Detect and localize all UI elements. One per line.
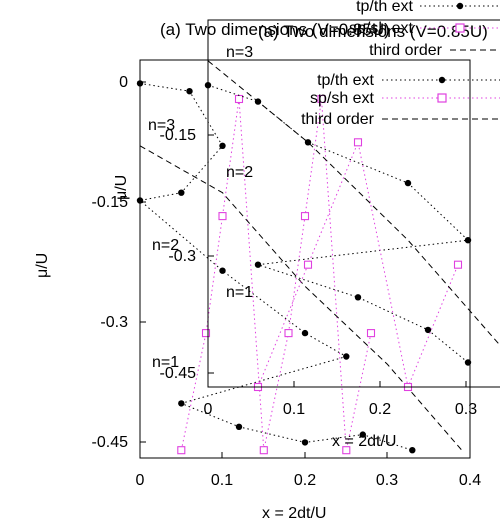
chart-a-legend-label-spsh: sp/sh ext <box>349 20 414 37</box>
chart-b-label-n3: n=3 <box>148 117 175 134</box>
data-point <box>201 329 211 338</box>
chart-b-legend-label-third: third order <box>301 111 375 128</box>
data-point <box>177 446 186 455</box>
data-point <box>219 267 226 274</box>
chart-a-label-n1: n=1 <box>226 284 253 301</box>
x-tick-label: 0.2 <box>369 401 391 418</box>
chart-a-title: (a) Two dimensions (V=0.85U) <box>258 22 488 41</box>
data-point <box>186 88 193 95</box>
data-point <box>354 294 362 301</box>
x-tick-label: 0.3 <box>455 401 477 418</box>
data-point <box>234 94 244 104</box>
data-point <box>424 326 432 334</box>
y-tick-label: -0.45 <box>92 434 129 451</box>
chart-b-y-axis-label: μ/U <box>113 175 130 200</box>
chart-b-label-n1: n=1 <box>152 354 179 371</box>
data-point <box>353 138 363 147</box>
data-point <box>359 431 366 438</box>
data-point <box>453 260 463 269</box>
x-tick-label: 0.2 <box>294 472 316 489</box>
chart-a-label-n2: n=2 <box>226 164 253 181</box>
data-point <box>284 329 293 338</box>
chart-b-title: (a) Two dimensions (V=0.85U) <box>160 20 390 39</box>
data-point <box>219 142 226 149</box>
x-tick-label: 0.4 <box>459 472 481 489</box>
data-point <box>178 400 185 407</box>
series-line-2 <box>207 60 500 347</box>
chart-b-ticks: 0 0.1 0.2 0.3 -0.15 -0.3 -0.45 <box>160 127 478 418</box>
chart-b-legend: tp/th ext sp/sh ext third order <box>301 72 500 128</box>
data-point <box>409 447 416 454</box>
chart-a-legend: tp/th ext sp/sh ext third order <box>349 0 500 59</box>
chart-a-y-axis-label: μ/U <box>34 253 51 278</box>
chart-a-legend-label-tpth: tp/th ext <box>356 0 413 15</box>
data-point <box>342 446 351 455</box>
x-tick-label: 0.1 <box>283 401 305 418</box>
data-point <box>178 189 185 196</box>
data-point <box>464 237 472 244</box>
series-line-1 <box>257 140 459 389</box>
y-tick-label: -0.45 <box>160 365 197 382</box>
series-line-0 <box>207 84 470 363</box>
chart-b-label-n2: n=2 <box>152 237 179 254</box>
data-point <box>254 261 262 268</box>
x-tick-label: 0 <box>204 401 213 418</box>
chart-b-legend-label-tpth: tp/th ext <box>317 72 374 89</box>
chart-a-legend-marker-tpth <box>456 2 464 10</box>
chart-a: 0 0.1 0.2 0.3 0.4 0 -0.15 -0.3 -0.45 (a) Two dim… <box>34 0 500 522</box>
chart-a-curves <box>136 80 463 455</box>
data-point <box>218 212 227 221</box>
chart-b-legend-marker-spsh <box>437 93 447 103</box>
x-tick-label: 0 <box>136 472 145 489</box>
chart-a-legend-label-third: third order <box>369 42 443 59</box>
chart-b-x-axis-label: x = 2dt/U <box>332 433 396 450</box>
data-point <box>300 212 310 221</box>
data-point <box>366 329 376 338</box>
chart-a-ticks: 0 0.1 0.2 0.3 0.4 0 -0.15 -0.3 -0.45 <box>92 74 482 489</box>
y-tick-label: -0.15 <box>160 127 197 144</box>
x-tick-label: 0.3 <box>376 472 398 489</box>
data-point <box>317 94 326 104</box>
y-tick-label: -0.3 <box>168 248 196 265</box>
chart-a-legend-marker-spsh <box>455 23 465 33</box>
data-point <box>259 446 268 455</box>
chart-a-label-n3: n=3 <box>226 44 253 61</box>
chart-b: 0 0.1 0.2 0.3 -0.15 -0.3 -0.45 (a) Two dimensi… <box>113 19 500 450</box>
y-tick-label: 0 <box>119 74 128 91</box>
data-point <box>303 260 313 269</box>
x-tick-label: 0.1 <box>211 472 233 489</box>
data-point <box>301 439 309 446</box>
chart-b-legend-label-spsh: sp/sh ext <box>310 90 375 107</box>
chart-a-x-axis-label: x = 2dt/U <box>262 505 326 522</box>
data-point <box>235 423 243 430</box>
data-point <box>464 359 472 366</box>
chart-b-frame <box>207 19 500 388</box>
chart-b-legend-marker-tpth <box>438 76 446 84</box>
y-tick-label: -0.15 <box>92 194 129 211</box>
data-point <box>404 179 412 187</box>
series-line-1 <box>180 98 372 451</box>
series-line-2 <box>139 145 463 451</box>
data-point <box>343 353 350 360</box>
data-point <box>301 329 309 337</box>
y-tick-label: -0.3 <box>100 314 128 331</box>
